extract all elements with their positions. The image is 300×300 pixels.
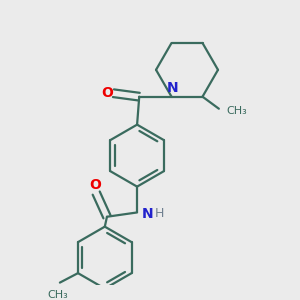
Text: H: H	[155, 207, 164, 220]
Text: CH₃: CH₃	[226, 106, 248, 116]
Text: N: N	[141, 207, 153, 221]
Text: N: N	[167, 81, 178, 95]
Text: O: O	[89, 178, 101, 192]
Text: CH₃: CH₃	[47, 290, 68, 300]
Text: O: O	[101, 86, 113, 100]
